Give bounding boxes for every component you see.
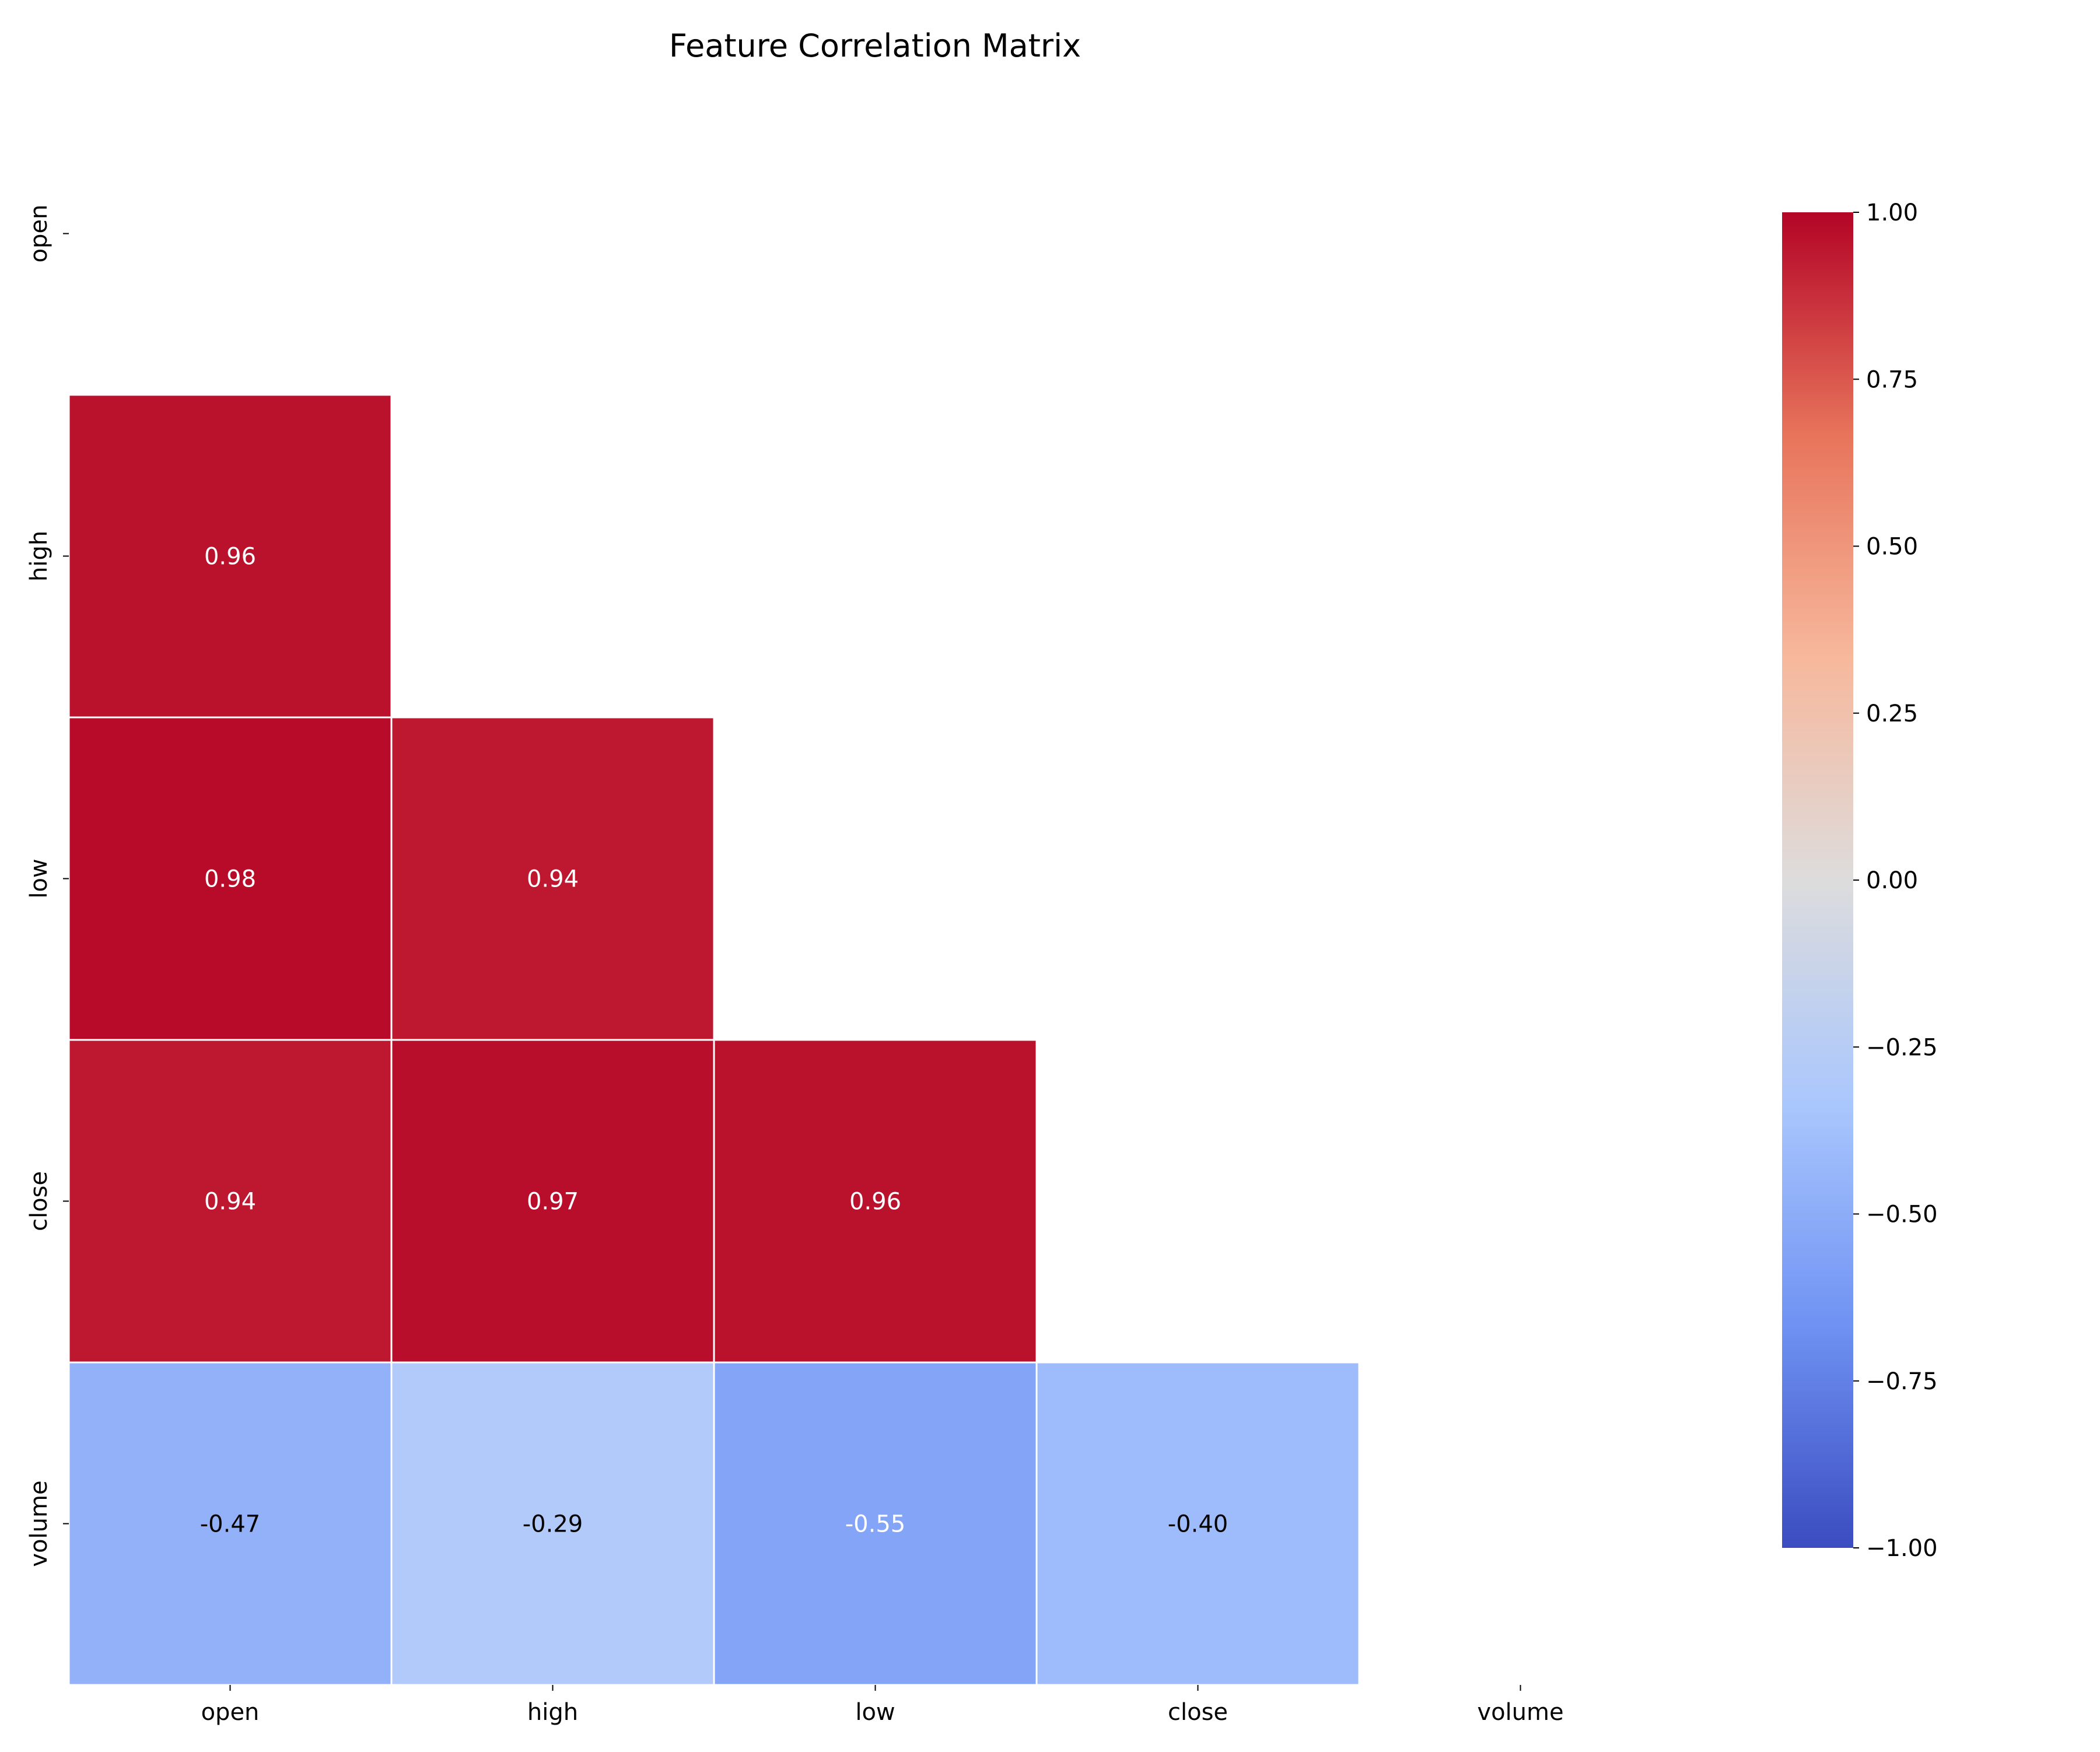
colorbar-tick-label: −1.00 bbox=[1866, 1535, 1938, 1562]
x-tick-label: close bbox=[1168, 1699, 1228, 1726]
colorbar-tick-label: −0.50 bbox=[1866, 1201, 1938, 1228]
heatmap-cell-label: -0.47 bbox=[200, 1511, 261, 1538]
chart-title: Feature Correlation Matrix bbox=[669, 27, 1081, 64]
colorbar-gradient bbox=[1782, 212, 1853, 1548]
heatmap-cell-label: 0.94 bbox=[204, 1189, 256, 1215]
colorbar-tick-label: 1.00 bbox=[1866, 199, 1918, 226]
heatmap-cell-volume-high bbox=[390, 1361, 715, 1686]
heatmap-cell-low-open bbox=[68, 716, 393, 1041]
colorbar: 1.00 0.75 0.50 0.25 0.00 −0.25 −0.50 −0.75 −1.00 bbox=[1782, 199, 1938, 1562]
heatmap-cell-label: 0.98 bbox=[204, 866, 256, 893]
x-tick-label: low bbox=[855, 1699, 895, 1726]
heatmap-cell-label: -0.55 bbox=[845, 1511, 906, 1538]
heatmap-cell-high-open bbox=[68, 394, 393, 719]
heatmap-cell-close-open bbox=[68, 1039, 393, 1364]
y-tick-label: open bbox=[26, 205, 52, 263]
colorbar-tick-label: 0.75 bbox=[1866, 366, 1918, 393]
heatmap-cell-volume-open bbox=[68, 1361, 393, 1686]
colorbar-tick-label: −0.75 bbox=[1866, 1368, 1938, 1395]
y-tick-label: high bbox=[26, 531, 52, 581]
y-tick-label: low bbox=[26, 859, 52, 898]
x-tick-label: open bbox=[201, 1699, 260, 1726]
heatmap-cells: 0.96 0.98 0.94 0.94 0.97 0.96 -0.47 -0.29 -0.55 -… bbox=[68, 394, 1360, 1686]
y-axis: open high low close volume bbox=[26, 205, 69, 1567]
x-axis: open high low close volume bbox=[201, 1685, 1564, 1726]
colorbar-tick-label: 0.50 bbox=[1866, 534, 1918, 560]
colorbar-tick-label: −0.25 bbox=[1866, 1034, 1938, 1061]
heatmap-cell-volume-close bbox=[1035, 1361, 1360, 1686]
heatmap-cell-label: 0.96 bbox=[204, 544, 256, 570]
y-tick-label: volume bbox=[26, 1480, 52, 1567]
heatmap-cell-close-low bbox=[713, 1039, 1038, 1364]
heatmap-cell-label: 0.94 bbox=[527, 866, 579, 893]
x-tick-label: volume bbox=[1477, 1699, 1563, 1726]
colorbar-tick-label: 0.00 bbox=[1866, 867, 1918, 894]
heatmap-cell-label: 0.96 bbox=[849, 1189, 901, 1215]
heatmap-cell-close-high bbox=[390, 1039, 715, 1364]
heatmap-cell-label: -0.29 bbox=[523, 1511, 583, 1538]
heatmap-cell-label: 0.97 bbox=[527, 1189, 579, 1215]
heatmap-cell-low-high bbox=[390, 716, 715, 1041]
x-tick-label: high bbox=[527, 1699, 578, 1726]
heatmap-cell-label: -0.40 bbox=[1168, 1511, 1228, 1538]
colorbar-tick-label: 0.25 bbox=[1866, 700, 1918, 727]
y-tick-label: close bbox=[26, 1171, 52, 1231]
